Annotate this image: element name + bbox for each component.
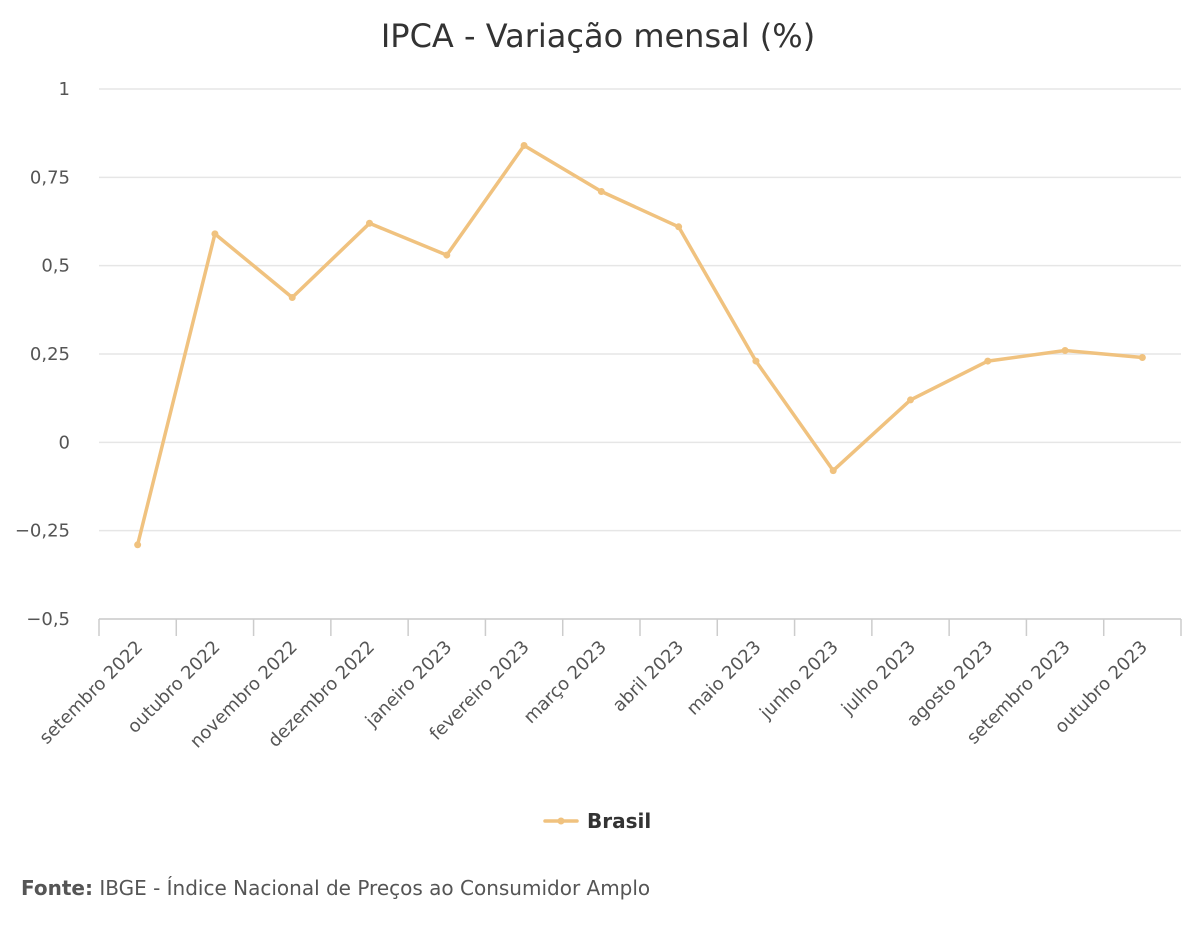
data-point[interactable]	[366, 219, 373, 227]
series-line-brasil	[135, 143, 1145, 547]
data-point[interactable]	[907, 396, 914, 404]
y-axis: −0,5 −0,25 0 0,25 0,5 0,75 1	[15, 79, 70, 630]
data-point[interactable]	[597, 187, 605, 195]
source-text: IBGE - Índice Nacional de Preços ao Cons…	[99, 876, 651, 900]
data-point[interactable]	[1061, 346, 1069, 354]
data-point[interactable]	[752, 357, 760, 365]
data-point[interactable]	[211, 230, 219, 238]
data-point[interactable]	[134, 541, 142, 549]
y-tick-label: 0,5	[41, 256, 70, 277]
data-point[interactable]	[520, 142, 528, 150]
data-point[interactable]	[984, 357, 992, 365]
data-point[interactable]	[443, 251, 451, 259]
data-point[interactable]	[675, 223, 683, 231]
y-tick-label: 0	[59, 432, 70, 453]
y-tick-label: 1	[59, 79, 70, 100]
data-point[interactable]	[1138, 354, 1146, 362]
chart-title: IPCA - Variação mensal (%)	[381, 17, 815, 55]
source-note: Fonte: IBGE - Índice Nacional de Preços …	[21, 876, 650, 900]
data-point[interactable]	[829, 467, 837, 475]
x-tick-label: junho 2023	[755, 637, 843, 725]
y-tick-label: −0,5	[26, 609, 70, 630]
x-tick-label: maio 2023	[683, 637, 766, 720]
x-tick-label: março 2023	[520, 637, 611, 728]
x-tick-label: abril 2023	[609, 637, 688, 716]
x-tick-label: setembro 2022	[35, 637, 147, 749]
y-tick-label: 0,75	[30, 167, 70, 188]
data-point[interactable]	[288, 293, 296, 301]
y-tick-label: 0,25	[30, 344, 70, 365]
legend-marker	[557, 817, 565, 825]
legend[interactable]: Brasil	[543, 809, 651, 833]
line-chart: IPCA - Variação mensal (%) −0,5 −0,25 0 0,2…	[15, 17, 1182, 833]
y-tick-label: −0,25	[15, 521, 70, 542]
source-label: Fonte:	[21, 876, 93, 900]
grid-layer	[99, 88, 1181, 620]
legend-label: Brasil	[587, 809, 651, 833]
series-layer	[134, 142, 1146, 549]
x-tick-label: julho 2023	[837, 637, 920, 720]
